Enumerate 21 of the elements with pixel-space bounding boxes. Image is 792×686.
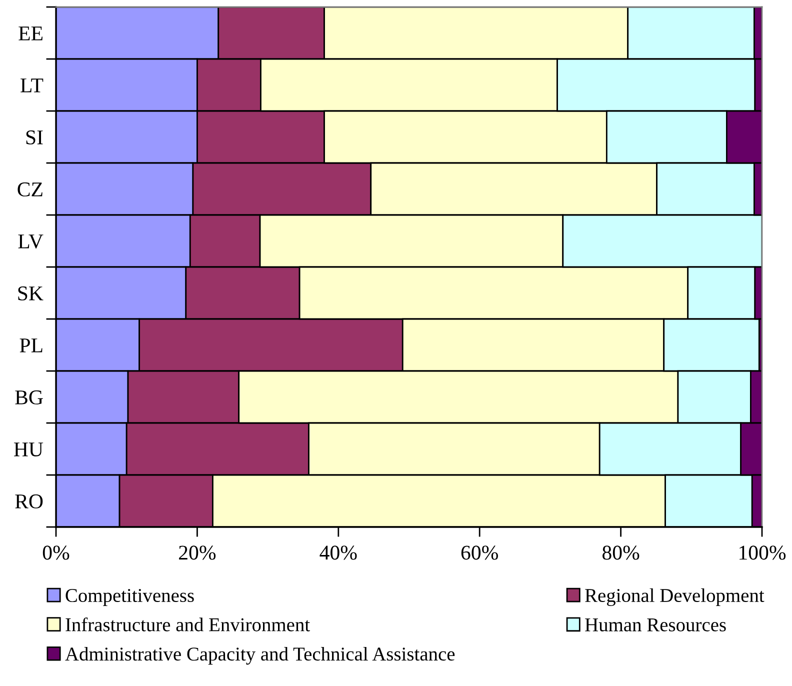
y-tick-label: EE xyxy=(18,26,42,40)
legend-label: Regional Development xyxy=(585,588,764,606)
legend-label: Competitiveness xyxy=(66,588,194,606)
x-tick-label: 60% xyxy=(461,546,498,560)
legend-label: Infrastructure and Environment xyxy=(66,617,310,632)
y-tick-label: RO xyxy=(15,494,43,508)
y-tick-label: SI xyxy=(26,130,43,144)
y-tick-label: BG xyxy=(15,390,43,404)
y-tick-label: CZ xyxy=(18,182,42,196)
y-tick-label: PL xyxy=(20,338,42,352)
x-tick-label: 0% xyxy=(42,546,70,560)
x-tick-label: 40% xyxy=(320,546,357,560)
x-tick-label: 80% xyxy=(602,546,640,560)
x-tick-label: 20% xyxy=(179,546,216,560)
legend-label: Administrative Capacity and Technical Assistance xyxy=(65,646,455,665)
y-tick-label: HU xyxy=(14,442,44,456)
legend-label: Human Resources xyxy=(585,618,726,632)
y-tick-label: SK xyxy=(18,286,44,300)
x-tick-label: 100% xyxy=(740,546,786,560)
y-tick-label: LT xyxy=(20,78,44,92)
y-tick-label: LV xyxy=(18,234,44,249)
